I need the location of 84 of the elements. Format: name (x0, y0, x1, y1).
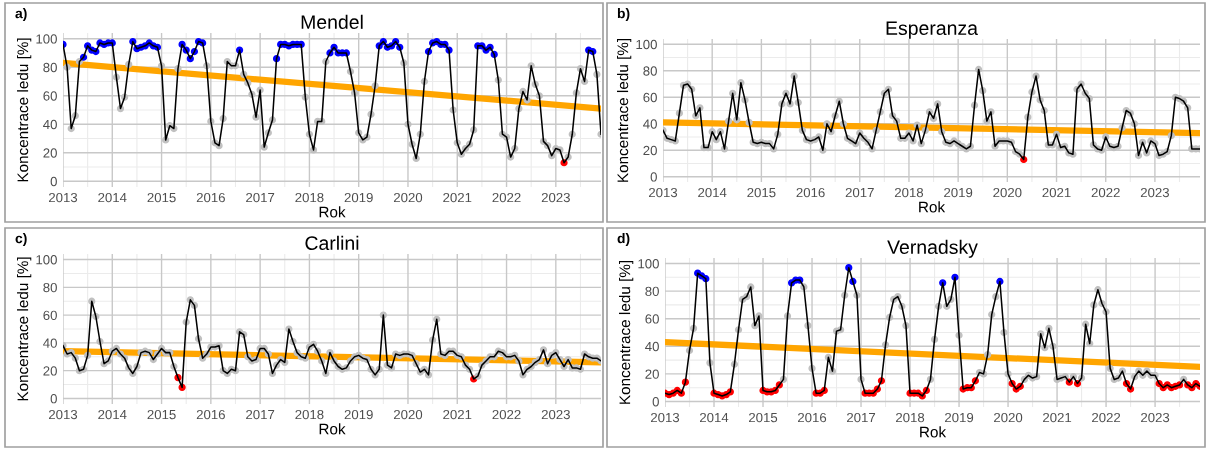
y-tick-label: 40 (645, 341, 659, 352)
x-tick-label: 2014 (698, 187, 727, 198)
x-tick-label: 2023 (541, 192, 570, 203)
y-axis-title: Koncentrace ledu [%] (17, 257, 32, 401)
y-tick-label: 40 (43, 338, 57, 348)
chart-title: Carlini (305, 235, 359, 251)
x-tick-label: 2019 (945, 412, 974, 423)
x-tick-label: 2014 (98, 192, 127, 203)
x-tick-label: 2014 (700, 412, 729, 423)
y-tick-label: 100 (638, 259, 659, 269)
x-axis-title: Rok (319, 423, 346, 435)
x-tick-label: 2016 (796, 187, 825, 198)
x-tick-label: 2018 (295, 192, 324, 203)
y-tick-label: 80 (645, 286, 659, 297)
x-tick-label: 2018 (295, 409, 324, 420)
x-tick-label: 2017 (845, 187, 874, 198)
x-tick-label: 2013 (48, 409, 78, 420)
x-tick-label: 2017 (246, 409, 275, 420)
x-tick-label: 2019 (944, 187, 973, 198)
y-axis-title: Koncentrace ledu [%] (619, 260, 634, 404)
x-tick-label: 2017 (246, 192, 275, 203)
x-tick-label: 2021 (443, 192, 472, 203)
y-tick-label: 0 (652, 397, 659, 407)
x-tick-label: 2022 (492, 409, 521, 420)
chart-title: Mendel (301, 14, 363, 30)
x-tick-label: 2015 (147, 409, 176, 420)
y-tick-label: 100 (636, 39, 657, 50)
x-tick-label: 2023 (1140, 187, 1170, 198)
x-tick-label: 2022 (1091, 187, 1120, 198)
x-tick-label: 2019 (344, 192, 373, 203)
text: b) (617, 8, 630, 21)
x-tick-label: 2020 (393, 409, 423, 420)
x-tick-label: 2022 (492, 192, 521, 203)
y-tick-label: 40 (43, 119, 57, 130)
x-tick-label: 2018 (894, 187, 924, 198)
x-tick-label: 2016 (798, 412, 827, 423)
x-tick-label: 2023 (1141, 412, 1170, 423)
x-tick-label: 2020 (994, 412, 1023, 423)
x-axis-title: Rok (919, 201, 946, 213)
y-tick-label: 20 (643, 145, 657, 156)
y-tick-label: 60 (643, 92, 657, 103)
x-tick-label: 2022 (1092, 412, 1121, 423)
x-tick-label: 2020 (993, 187, 1022, 198)
y-tick-label: 60 (645, 314, 659, 324)
x-axis-title: Rok (920, 426, 947, 438)
y-axis-title: Koncentrace ledu [%] (17, 38, 32, 182)
y-tick-label: 80 (43, 62, 57, 73)
y-tick-label: 80 (643, 66, 657, 76)
y-tick-label: 60 (43, 310, 57, 321)
y-tick-label: 100 (36, 255, 57, 265)
y-tick-label: 0 (650, 172, 657, 182)
y-tick-label: 60 (43, 91, 57, 101)
y-tick-label: 80 (43, 282, 57, 293)
y-axis-title: Koncentrace ledu [%] (617, 38, 632, 182)
y-tick-label: 100 (36, 34, 57, 44)
x-tick-label: 2021 (1042, 187, 1071, 198)
chart-title: Vernadsky (887, 239, 978, 258)
y-tick-label: 20 (645, 369, 659, 379)
x-tick-label: 2015 (747, 187, 776, 198)
x-tick-label: 2019 (344, 409, 373, 420)
chart-title: Esperanza (886, 21, 978, 39)
x-tick-label: 2013 (648, 187, 678, 198)
x-tick-label: 2023 (541, 409, 570, 420)
x-tick-label: 2020 (393, 192, 423, 203)
text: d) (617, 233, 630, 246)
y-tick-label: 0 (50, 394, 57, 404)
x-tick-label: 2018 (896, 412, 925, 423)
x-tick-label: 2021 (443, 409, 472, 420)
text: c) (15, 233, 27, 246)
x-axis-title: Rok (319, 206, 346, 218)
x-tick-label: 2016 (196, 409, 225, 420)
x-tick-label: 2015 (147, 192, 176, 203)
x-tick-label: 2015 (749, 412, 778, 423)
y-tick-label: 20 (43, 366, 57, 376)
y-tick-label: 40 (643, 119, 657, 129)
y-tick-label: 20 (43, 148, 57, 158)
x-tick-label: 2014 (98, 409, 127, 420)
x-tick-label: 2021 (1043, 412, 1072, 423)
text: a) (15, 8, 27, 21)
x-tick-label: 2013 (48, 192, 78, 203)
y-tick-label: 0 (50, 176, 57, 187)
x-tick-label: 2013 (650, 412, 680, 423)
x-tick-label: 2017 (847, 412, 876, 423)
x-tick-label: 2016 (196, 192, 225, 203)
